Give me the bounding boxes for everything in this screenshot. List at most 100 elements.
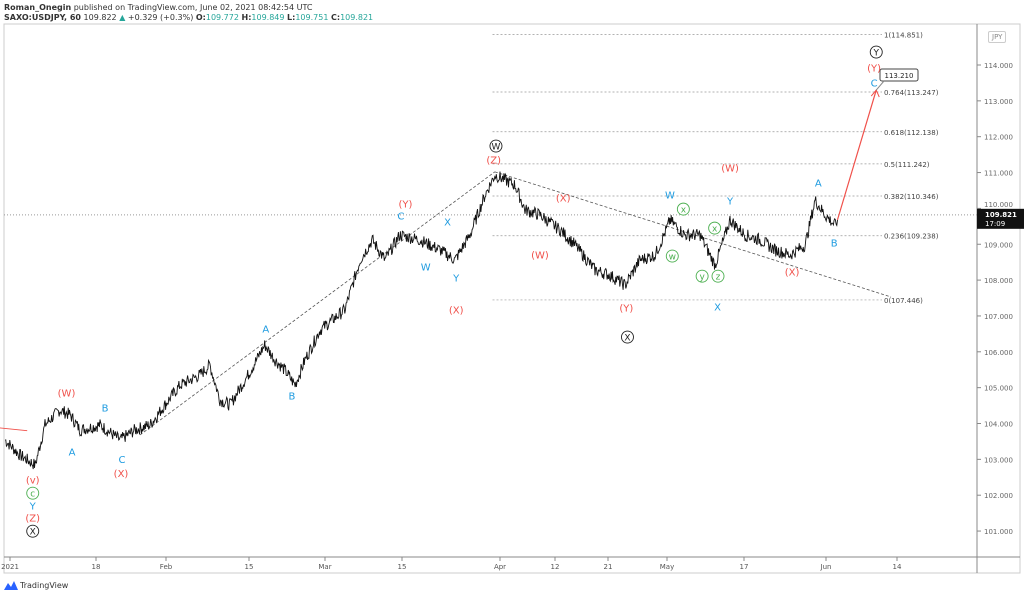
wave-label: B [102, 404, 109, 415]
time-tick-label: 21 [604, 563, 613, 571]
wave-label: (W) [531, 251, 549, 262]
time-tick-label: 12 [551, 563, 560, 571]
wave-label: Y [452, 273, 460, 284]
fib-level-label: 0.236(109.238) [884, 233, 939, 241]
wave-label: B [831, 238, 838, 249]
last-price: 109.822 [83, 13, 117, 22]
wave-label: X [444, 218, 451, 229]
wave-label-circle [489, 139, 503, 153]
price-tick-label: 110.000 [984, 201, 1013, 209]
wave-label: (Y) [867, 63, 881, 74]
price-tick-label: 109.000 [984, 241, 1013, 249]
wave-label: (W) [58, 389, 76, 400]
price-tick-label: 104.000 [984, 421, 1013, 429]
low-label: L: [287, 13, 296, 22]
wave-label: X [714, 302, 721, 313]
target-callout-box [879, 68, 919, 82]
fib-level-label: 1(114.851) [884, 31, 923, 39]
time-tick-label: Apr [494, 563, 506, 571]
time-tick-label: 2021 [1, 563, 19, 571]
time-tick-label: Jun [820, 563, 832, 571]
price-tick-label: 103.000 [984, 456, 1013, 464]
fib-level-label: 0.382(110.346) [884, 193, 939, 201]
price-tick-label: 105.000 [984, 385, 1013, 393]
wave-label: w [669, 253, 676, 263]
fib-level-label: 0.5(111.242) [884, 161, 930, 169]
wave-label: X [624, 334, 630, 344]
wave-label-circle [26, 486, 40, 500]
wave-label: (Y) [619, 304, 633, 315]
author-name[interactable]: Roman_Onegin [4, 3, 72, 12]
wave-label-circle [711, 269, 725, 283]
wave-label: (X) [556, 194, 571, 205]
wave-label: W [665, 191, 675, 202]
chart-frame [3, 23, 1021, 574]
wave-label-circle [676, 202, 690, 216]
fib-level-label: 0(107.446) [884, 297, 923, 305]
wave-label: A [815, 178, 822, 189]
price-line [4, 171, 838, 470]
time-tick-label: 17 [740, 563, 749, 571]
brand-text: TradingView [20, 581, 69, 590]
price-tick-label: 107.000 [984, 313, 1013, 321]
currency-button[interactable]: JPY [988, 31, 1007, 43]
wave-label: (v) [26, 476, 40, 487]
wave-label: (X) [785, 267, 800, 278]
high-label: H: [241, 13, 252, 22]
time-tick-label: 15 [398, 563, 407, 571]
symbol: SAXO:USDJPY, 60 [4, 13, 81, 22]
wave-label: x [681, 206, 687, 216]
wave-label: (Z) [25, 514, 40, 525]
wave-label-circle [621, 330, 634, 344]
tradingview-logo-icon [4, 581, 18, 590]
target-callout-pointer [875, 80, 885, 91]
wave-label: C [397, 212, 404, 223]
price-tick-label: 114.000 [984, 62, 1013, 70]
wave-label: (X) [449, 305, 464, 316]
fib-level-label: 0.618(112.138) [884, 129, 939, 137]
wave-label: W [492, 143, 501, 153]
tradingview-logo[interactable]: TradingView [4, 581, 68, 590]
close-value: 109.821 [340, 13, 374, 22]
wave-label: A [262, 324, 269, 335]
price-tick-label: 108.000 [984, 277, 1013, 285]
time-tick-label: Feb [160, 563, 173, 571]
wave-label: c [30, 490, 35, 500]
wave-label: (X) [114, 469, 129, 480]
wave-label: Y [29, 502, 37, 513]
time-tick-label: 18 [92, 563, 101, 571]
target-callout-label: 113.210 [885, 72, 914, 80]
price-tick-label: 106.000 [984, 349, 1013, 357]
close-label: C: [330, 13, 341, 22]
wave-label: C [119, 455, 126, 466]
price-tick-label: 113.000 [984, 98, 1013, 106]
wave-label: Y [872, 49, 879, 59]
wave-label-circle [708, 221, 722, 235]
time-tick-label: May [660, 563, 674, 571]
publish-text: published on TradingView.com, June 02, 2… [73, 3, 313, 12]
price-tick-label: 111.000 [984, 170, 1013, 178]
wave-label: (Y) [398, 200, 412, 211]
price-tick-label: 102.000 [984, 492, 1013, 500]
trendline [139, 171, 496, 436]
time-tick-label: 15 [245, 563, 254, 571]
open-label: O: [195, 13, 206, 22]
wave-label: X [30, 528, 36, 538]
wave-label: (Z) [486, 156, 501, 167]
time-tick-label: 14 [893, 563, 902, 571]
current-price-value: 109.821 [985, 211, 1017, 219]
wave-label: Y [726, 197, 734, 208]
open-value: 109.772 [205, 13, 239, 22]
wave-label: B [288, 391, 295, 402]
current-price-badge [977, 208, 1024, 229]
publish-info: Roman_Onegin published on TradingView.co… [4, 3, 312, 12]
wave-label: C [871, 78, 878, 89]
wave-label: z [716, 273, 721, 283]
fib-level-label: 0.764(113.247) [884, 89, 939, 97]
old-projection-line [0, 427, 28, 432]
wave-label: x [712, 225, 718, 235]
wave-label-circle [869, 45, 883, 59]
symbol-info: SAXO:USDJPY, 60 109.822 ▲ +0.329 (+0.3%)… [4, 13, 373, 22]
wave-label-circle [665, 249, 679, 263]
